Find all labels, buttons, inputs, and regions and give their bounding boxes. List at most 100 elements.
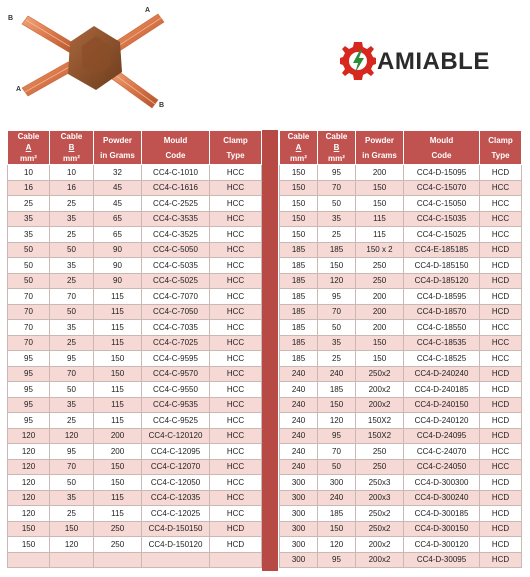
- table-cell: HCC: [479, 226, 522, 243]
- table-header-row: Cable A mm² Cable B mm² Powder in Grams …: [279, 130, 522, 165]
- table-cell: CC4-C-5035: [141, 257, 210, 274]
- table-row: 95 50 115 CC4-C-9550 HCC: [7, 381, 262, 398]
- header-line: Cable: [60, 132, 83, 141]
- table-cell: 240: [279, 443, 318, 460]
- header-line: Cable: [17, 132, 40, 141]
- table-cell: HCC: [479, 458, 522, 475]
- table-cell: HCD: [479, 381, 522, 398]
- table-cell: 45: [93, 179, 142, 196]
- table-cell: 50: [49, 241, 94, 258]
- table-row: 300 300 250x3 CC4-D-300300 HCD: [279, 474, 522, 491]
- table-cell: HCD: [479, 164, 522, 181]
- table-cell: HCD: [479, 427, 522, 444]
- table-cell: 250: [355, 443, 404, 460]
- table-row: 25 25 45 CC4-C-2525 HCC: [7, 195, 262, 212]
- table-row: 120 35 115 CC4-C-12035 HCC: [7, 489, 262, 506]
- header-cable-a: Cable A mm²: [279, 130, 318, 165]
- table-cell: CC4-C-2525: [141, 195, 210, 212]
- table-cell: 90: [93, 241, 142, 258]
- table-cell: HCC: [209, 365, 262, 382]
- table-cell: 200: [355, 288, 404, 305]
- table-row: [7, 551, 262, 568]
- table-row: 300 95 200x2 CC4-D-30095 HCD: [279, 551, 522, 568]
- table-cell: 185: [279, 272, 318, 289]
- table-cell: 25: [49, 412, 94, 429]
- table-cell: 300: [279, 536, 318, 553]
- table-cell: 150: [355, 179, 404, 196]
- table-cell: HCC: [209, 241, 262, 258]
- header-line: Cable: [287, 132, 310, 141]
- table-row: 120 70 150 CC4-C-12070 HCC: [7, 458, 262, 475]
- table-cell: 115: [93, 412, 142, 429]
- table-cell: HCC: [209, 288, 262, 305]
- table-row: 95 25 115 CC4-C-9525 HCC: [7, 412, 262, 429]
- table-cell: HCC: [209, 319, 262, 336]
- header-line: in Grams: [100, 150, 135, 160]
- table-cell: 25: [49, 334, 94, 351]
- table-cell: 70: [317, 179, 356, 196]
- table-cell: 95: [317, 427, 356, 444]
- table-cell: 185: [317, 505, 356, 522]
- table-cell: 25: [7, 195, 50, 212]
- table-cell: 95: [49, 443, 94, 460]
- table-cell: 16: [49, 179, 94, 196]
- table-cell: 95: [7, 381, 50, 398]
- table-cell: 45: [93, 195, 142, 212]
- table-cell: 200x2: [355, 551, 404, 568]
- table-cell: 240: [279, 365, 318, 382]
- table-row: 70 50 115 CC4-C-7050 HCC: [7, 303, 262, 320]
- table-cell: 32: [93, 164, 142, 181]
- table-cell: CC4-C-5050: [141, 241, 210, 258]
- table-cell: CC4-C-15025: [403, 226, 480, 243]
- table-row: 150 35 115 CC4-C-15035 HCC: [279, 210, 522, 227]
- table-cell: 25: [49, 505, 94, 522]
- table-cell: 95: [49, 350, 94, 367]
- table-cell: 300: [317, 474, 356, 491]
- table-cell: CC4-C-15050: [403, 195, 480, 212]
- table-cell: 240: [279, 412, 318, 429]
- header-powder: Powder in Grams: [93, 130, 142, 165]
- table-row: 240 70 250 CC4-C-24070 HCC: [279, 443, 522, 460]
- table-cell: 300: [279, 505, 318, 522]
- table-cell: 50: [317, 195, 356, 212]
- table-row: 185 70 200 CC4-D-18570 HCD: [279, 303, 522, 320]
- table-cell: CC4-C-120120: [141, 427, 210, 444]
- table-cell: HCC: [479, 334, 522, 351]
- header-line: mm²: [328, 154, 345, 163]
- table-cell: HCC: [479, 210, 522, 227]
- table-cell: 150: [355, 195, 404, 212]
- table-cell: 240: [317, 489, 356, 506]
- table-cell: 150: [355, 350, 404, 367]
- table-cell: HCD: [479, 412, 522, 429]
- table-cell: 240: [279, 427, 318, 444]
- table-cell: 35: [7, 210, 50, 227]
- table-cell: HCD: [479, 474, 522, 491]
- table-cell: 35: [49, 210, 94, 227]
- header-mould-code: Mould Code: [141, 130, 210, 165]
- table-cell: 10: [7, 164, 50, 181]
- header-line: mm²: [63, 154, 80, 163]
- table-cell: 120: [7, 458, 50, 475]
- table-row: 240 95 150X2 CC4-D-24095 HCD: [279, 427, 522, 444]
- cross-clamp-icon: [21, 13, 165, 109]
- table-cell: [93, 551, 142, 568]
- table-cell: CC4-C-12035: [141, 489, 210, 506]
- table-cell: CC4-D-18595: [403, 288, 480, 305]
- table-cell: CC4-D-18570: [403, 303, 480, 320]
- table-cell: 70: [7, 288, 50, 305]
- header-line: A: [295, 143, 302, 152]
- table-cell: 240: [279, 458, 318, 475]
- table-cell: HCD: [479, 365, 522, 382]
- table-cell: 185: [279, 241, 318, 258]
- table-row: 35 25 65 CC4-C-3525 HCC: [7, 226, 262, 243]
- table-cell: [7, 551, 50, 568]
- table-row: 120 120 200 CC4-C-120120 HCC: [7, 427, 262, 444]
- table-cell: 250: [93, 536, 142, 553]
- table-cell: 10: [49, 164, 94, 181]
- table-cell: 150: [279, 195, 318, 212]
- table-cell: 115: [93, 396, 142, 413]
- table-cell: CC4-C-18535: [403, 334, 480, 351]
- table-cell: 200x3: [355, 489, 404, 506]
- header-line: in Grams: [362, 150, 397, 160]
- table-cell: 150: [279, 210, 318, 227]
